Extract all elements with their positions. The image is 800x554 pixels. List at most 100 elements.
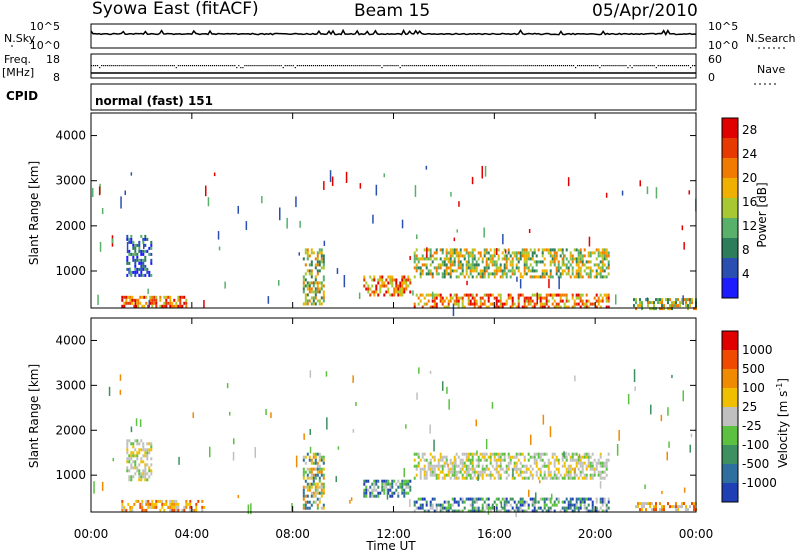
velocity-cell <box>603 464 606 468</box>
velocity-cell <box>439 503 442 507</box>
velocity-cell <box>308 467 311 471</box>
velocity-cell <box>469 461 472 465</box>
power-cell <box>593 251 596 255</box>
power-cell <box>553 254 556 258</box>
nave-point <box>450 65 452 67</box>
power-cell <box>443 269 446 273</box>
date-title: 05/Apr/2010 <box>592 1 698 21</box>
nave-point <box>185 65 187 67</box>
velocity-cell <box>141 508 144 512</box>
time-tick-label: 04:00 <box>175 527 210 541</box>
power-cell <box>589 251 592 255</box>
nave-point <box>212 65 214 67</box>
velocity-cell <box>439 458 442 462</box>
velocity-cell <box>165 502 168 506</box>
power-cell <box>372 214 374 224</box>
velocity-cell <box>352 375 354 383</box>
power-cell <box>603 257 606 261</box>
power-cell <box>691 298 693 302</box>
power-cell <box>601 260 604 264</box>
velocity-cell <box>571 467 574 471</box>
velocity-cell <box>171 502 174 506</box>
power-cell <box>455 254 458 258</box>
velocity-cell <box>549 500 552 504</box>
velocity-cell <box>132 442 135 446</box>
velocity-cell <box>132 460 135 464</box>
velocity-cell <box>587 452 590 456</box>
velocity-colorbar-tick: -100 <box>742 438 769 452</box>
power-cell <box>639 304 641 308</box>
nave-point <box>601 65 603 67</box>
power-cell <box>491 263 494 267</box>
power-cell <box>517 299 520 303</box>
velocity-cell <box>573 509 576 513</box>
velocity-cell <box>429 470 432 474</box>
nave-point <box>577 65 579 67</box>
power-cell <box>177 295 180 299</box>
power-cell <box>165 295 168 299</box>
nave-point <box>125 65 127 67</box>
velocity-cell <box>465 467 468 471</box>
velocity-cell <box>601 500 604 504</box>
power-cell <box>551 275 554 279</box>
power-cell <box>561 251 564 255</box>
power-cell <box>140 252 143 256</box>
velocity-cell <box>153 502 156 506</box>
power-cell <box>573 305 576 309</box>
power-cell <box>379 284 382 288</box>
nave-point <box>345 65 347 67</box>
velocity-cell <box>135 499 138 503</box>
velocity-cell <box>507 500 510 504</box>
power-cell <box>316 272 319 276</box>
velocity-cell <box>157 499 160 503</box>
power-cell <box>503 248 506 252</box>
power-cell <box>457 254 460 258</box>
velocity-cell <box>457 470 460 474</box>
velocity-cell <box>553 503 556 507</box>
power-cell <box>320 266 323 270</box>
velocity-cell <box>310 491 313 495</box>
power-cell <box>683 242 685 250</box>
nave-point <box>443 65 446 67</box>
velocity-cell <box>481 506 484 510</box>
power-cell <box>579 272 582 276</box>
power-cell <box>541 248 544 252</box>
power-cell <box>150 258 153 262</box>
power-cell <box>177 304 180 308</box>
velocity-cell <box>549 497 552 501</box>
power-cell <box>693 307 695 311</box>
power-cell <box>549 293 552 297</box>
velocity-cell <box>557 458 560 462</box>
nave-point <box>288 65 290 67</box>
power-cell <box>595 257 598 261</box>
power-cell <box>463 257 466 261</box>
velocity-cell <box>585 497 588 501</box>
velocity-cell <box>314 467 317 471</box>
power-cell <box>218 246 221 251</box>
velocity-cell <box>499 476 502 480</box>
power-cell <box>597 299 600 303</box>
power-cell <box>497 254 500 258</box>
velocity-cell <box>141 505 144 509</box>
velocity-cell <box>537 506 540 510</box>
velocity-cell <box>643 502 645 506</box>
velocity-cell <box>541 476 544 480</box>
velocity-cell <box>517 467 520 471</box>
velocity-cell <box>425 500 428 504</box>
power-cell <box>517 293 520 297</box>
power-cell <box>461 299 464 303</box>
velocity-cell <box>616 444 619 456</box>
power-cell <box>306 284 309 288</box>
nave-point <box>238 65 240 67</box>
velocity-cell <box>597 470 600 474</box>
velocity-cell <box>503 497 506 501</box>
velocity-cell <box>682 390 684 402</box>
power-cell <box>525 296 528 300</box>
power-cell <box>483 302 486 306</box>
velocity-colorbar-swatch <box>722 350 738 370</box>
power-cell <box>601 254 604 258</box>
velocity-cell <box>441 464 444 468</box>
velocity-cell <box>463 461 466 465</box>
power-cell <box>387 281 390 285</box>
velocity-cell <box>147 499 150 503</box>
